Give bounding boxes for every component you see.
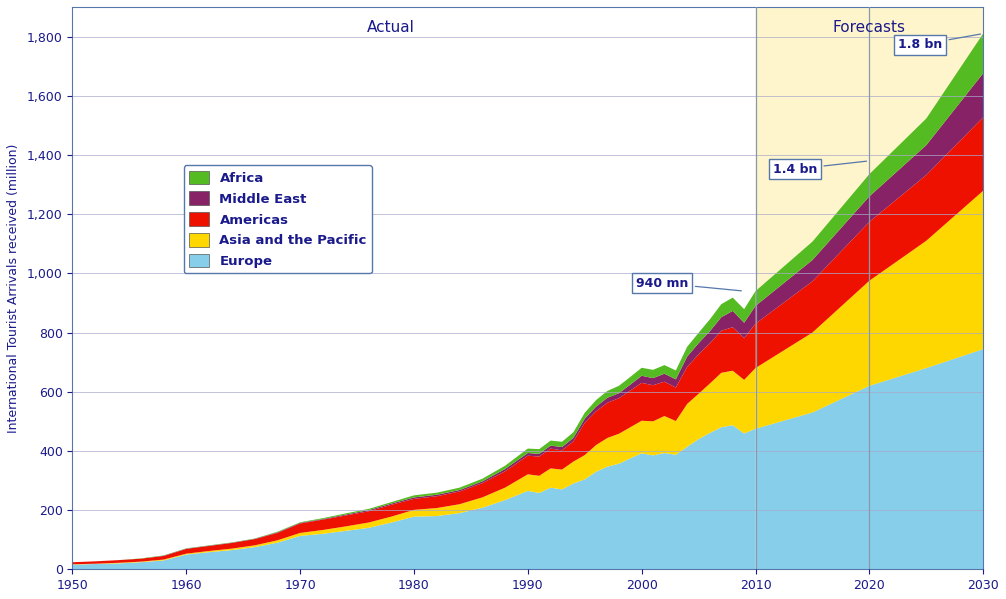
Bar (756, 7, 1006, 569)
Text: 940 mn: 940 mn (636, 277, 741, 291)
Y-axis label: International Tourist Arrivals received (million): International Tourist Arrivals received … (7, 143, 20, 433)
Text: 1.8 bn: 1.8 bn (897, 34, 981, 52)
Text: 1.4 bn: 1.4 bn (773, 161, 866, 176)
Text: Actual: Actual (367, 20, 415, 35)
Text: Forecasts: Forecasts (833, 20, 905, 35)
Legend: Africa, Middle East, Americas, Asia and the Pacific, Europe: Africa, Middle East, Americas, Asia and … (184, 165, 372, 273)
